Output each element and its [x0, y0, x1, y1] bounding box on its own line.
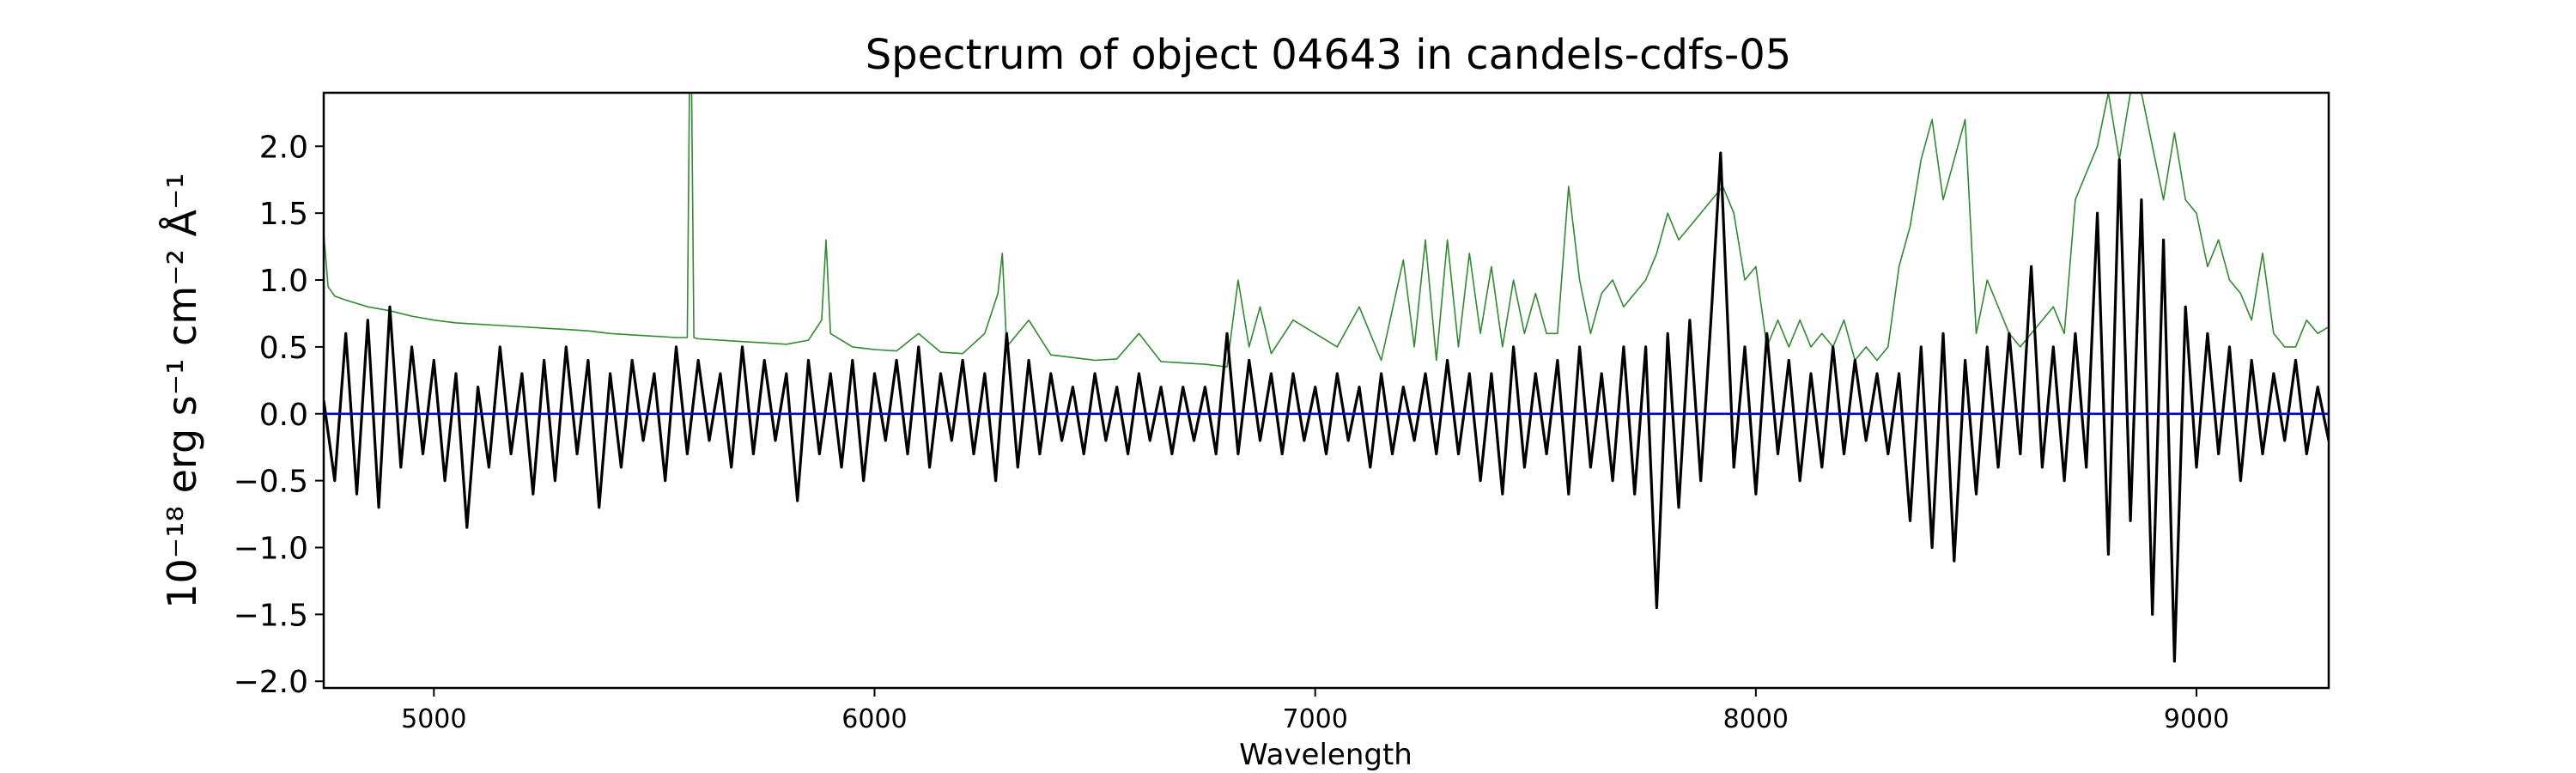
y-tick-label: 0.5 — [259, 331, 308, 366]
y-axis: −2.0 −1.5 −1.0 −0.5 0.0 0.5 1.0 1.5 2.0 — [234, 130, 324, 700]
y-tick-label: −1.0 — [234, 531, 308, 566]
x-tick-label: 5000 — [401, 704, 466, 734]
x-tick-label: 6000 — [841, 704, 907, 734]
y-tick-label: −1.5 — [234, 598, 308, 633]
x-tick-label: 9000 — [2164, 704, 2229, 734]
plot-lines — [324, 93, 2329, 663]
error-series-line — [324, 93, 2329, 368]
y-tick-label: 1.5 — [259, 197, 308, 232]
y-tick-label: 1.0 — [259, 264, 308, 299]
plot-frame — [322, 91, 2330, 690]
x-axis-label: Wavelength — [1239, 738, 1413, 772]
chart-title: Spectrum of object 04643 in candels-cdfs… — [866, 31, 1792, 79]
x-axis: 5000 6000 7000 8000 9000 — [401, 688, 2229, 734]
y-axis-label: 10⁻¹⁸ erg s⁻¹ cm⁻² Å⁻¹ — [159, 173, 205, 608]
y-tick-label: −2.0 — [234, 665, 308, 700]
y-tick-label: 2.0 — [259, 130, 308, 165]
x-tick-label: 7000 — [1282, 704, 1347, 734]
y-tick-label: −0.5 — [234, 465, 308, 500]
y-tick-label: 0.0 — [259, 398, 308, 433]
flux-series-line — [324, 151, 2329, 663]
x-tick-label: 8000 — [1723, 704, 1789, 734]
